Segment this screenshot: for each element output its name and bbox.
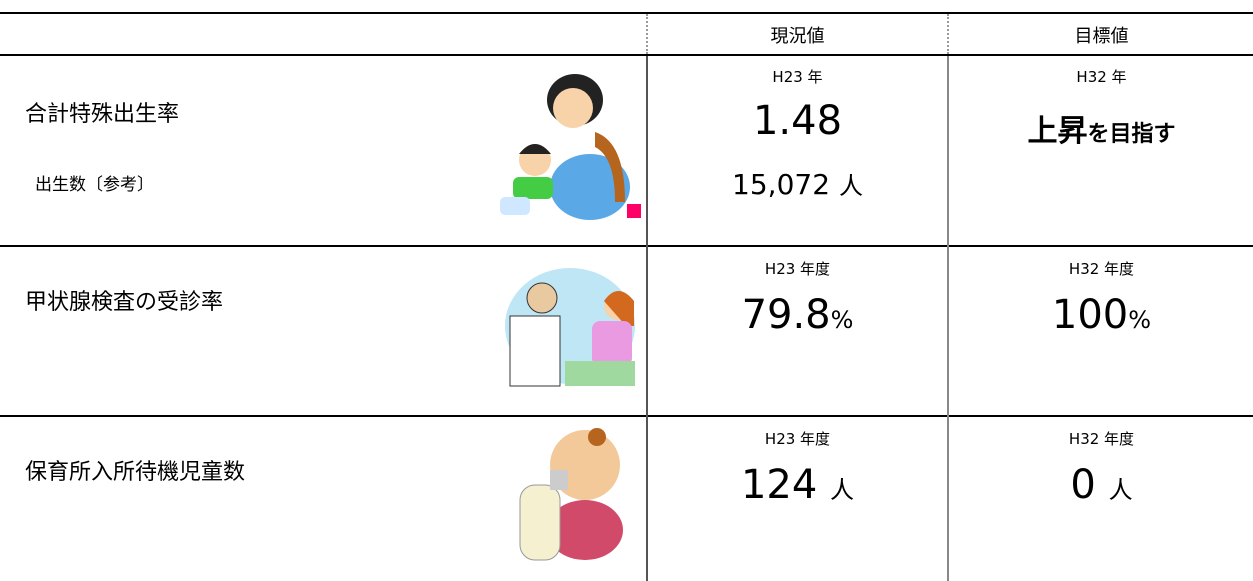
value: 79.8 — [741, 292, 831, 338]
row-sublabel: 出生数〔参考〕 — [35, 175, 154, 195]
unit: 人 — [1108, 476, 1133, 504]
row-rule — [0, 415, 1253, 417]
period: H23 年度 — [764, 430, 831, 448]
period: H32 年度 — [1068, 260, 1135, 278]
header-cell: 目標値 — [1074, 26, 1129, 47]
sub-value-line: 15,072 人 — [647, 166, 948, 201]
header-cell: 現況値 — [770, 26, 825, 47]
period: H32 年度 — [1068, 430, 1135, 448]
mother-child-illustration — [500, 74, 641, 220]
doctor-illustration — [505, 268, 635, 387]
col-divider — [947, 14, 949, 54]
value: 0 — [1070, 462, 1096, 508]
value: 124 — [740, 462, 818, 508]
unit: 人 — [838, 172, 863, 200]
row-rule — [0, 245, 1253, 247]
unit: 人 — [830, 476, 855, 504]
value-line: 124 人 — [647, 462, 948, 508]
value: 100 — [1051, 292, 1129, 338]
value-line: 0 人 — [950, 462, 1253, 508]
baby-illustration — [519, 428, 623, 561]
period: H32 年 — [1076, 68, 1127, 86]
value-line: 100% — [950, 292, 1253, 338]
sub-value: 15,072 — [732, 168, 831, 201]
col-divider — [646, 56, 648, 581]
top-rule — [0, 12, 1253, 14]
text: を目指す — [1087, 122, 1176, 147]
col-divider — [646, 14, 648, 54]
target-text: 上昇を目指す — [950, 106, 1253, 150]
row-label: 保育所入所待機児童数 — [25, 460, 246, 485]
emphasis: 上昇 — [1027, 114, 1088, 149]
value-line: 79.8% — [647, 292, 948, 338]
col-divider — [947, 56, 949, 581]
value: 1.48 — [752, 98, 843, 144]
row-label: 合計特殊出生率 — [25, 102, 180, 127]
header-rule — [0, 54, 1253, 56]
row-label: 甲状腺検査の受診率 — [25, 290, 224, 315]
period: H23 年 — [772, 68, 823, 86]
unit: % — [1128, 306, 1152, 334]
unit: % — [830, 306, 854, 334]
period: H23 年度 — [764, 260, 831, 278]
